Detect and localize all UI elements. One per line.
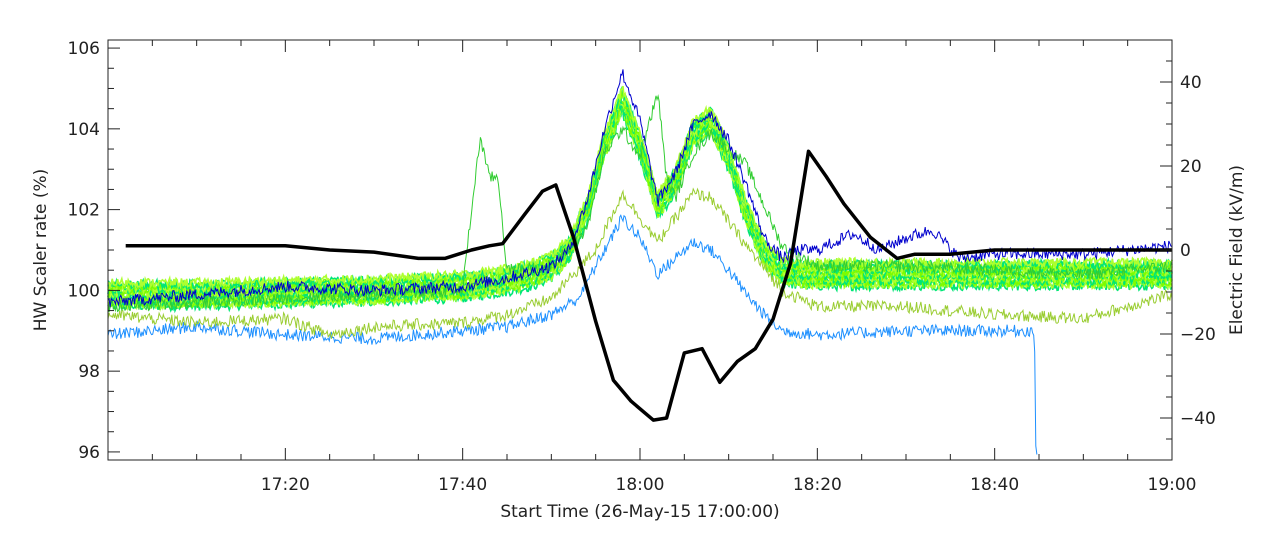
y-tick-label: 106 [68,39,100,59]
y2-tick-label: 20 [1180,157,1202,177]
series-4 [107,94,1173,313]
scaler-trace [107,89,1173,294]
scaler-trace [107,69,1173,308]
y2-tick-label: −20 [1180,325,1216,345]
x-tick-label: 18:40 [970,475,1019,495]
x-tick-label: 17:40 [438,475,487,495]
y-tick-label: 100 [68,281,100,301]
y2-axis-title: Electric Field (kV/m) [1227,165,1247,335]
scaler-trace [107,94,1173,313]
y-tick-label: 104 [68,120,100,140]
scaler-trace [107,85,1173,290]
series-2 [107,214,1038,455]
y-tick-label: 98 [78,362,100,382]
series-layer [107,69,1173,455]
x-axis-title: Start Time (26-May-15 17:00:00) [500,502,779,522]
x-tick-label: 18:20 [793,475,842,495]
y2-tick-label: 40 [1180,73,1202,93]
series-5 [107,69,1173,308]
electric-field-line [125,149,1172,422]
series-0 [125,149,1172,422]
x-tick-label: 18:00 [616,475,665,495]
y2-tick-label: 0 [1180,241,1191,261]
x-tick-label: 17:20 [261,475,310,495]
y2-tick-label: −40 [1180,409,1216,429]
y-axis-title: HW Scaler rate (%) [31,169,51,331]
y-tick-label: 96 [78,443,100,463]
axes-layer: 17:20 17:40 18:00 18:20 18:40 19:00 96 98 100 102… [68,39,1216,495]
y-tick-label: 102 [68,201,100,221]
scaler-trace [107,214,1038,455]
x-tick-label: 19:00 [1148,475,1197,495]
scaler-trace [107,187,1173,339]
series-3 [107,187,1173,339]
